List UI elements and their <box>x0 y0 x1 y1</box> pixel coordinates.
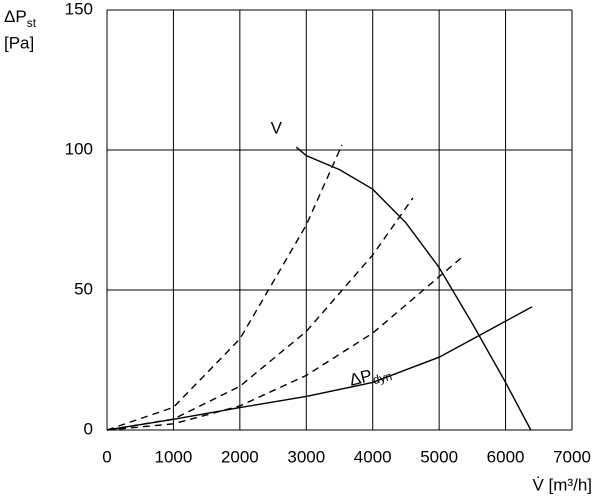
curve-label: ΔPdyn <box>347 362 393 393</box>
x-tick-label: 1000 <box>155 447 193 466</box>
dashed-curve <box>106 144 343 431</box>
x-tick-label: 5000 <box>420 447 458 466</box>
y-tick-label: 150 <box>65 0 93 18</box>
x-tick-label: 0 <box>102 447 111 466</box>
x-tick-label: 2000 <box>221 447 259 466</box>
y-label-sub: st <box>27 16 37 30</box>
x-tick-label: 3000 <box>287 447 325 466</box>
curve-label-main: ΔP <box>347 366 374 390</box>
x-tick-label: 4000 <box>354 447 392 466</box>
y-tick-label: 100 <box>65 139 93 158</box>
curve-label: V <box>271 119 283 138</box>
dashed-curve <box>106 257 462 431</box>
curve <box>295 146 532 431</box>
x-tick-label: 7000 <box>553 447 591 466</box>
y-label-main: ΔP <box>4 7 27 26</box>
x-axis-label: V̇ [m³/h] <box>532 475 592 494</box>
y-tick-label: 50 <box>74 279 93 298</box>
y-tick-label: 0 <box>84 419 93 438</box>
x-tick-label: 6000 <box>487 447 525 466</box>
curve <box>106 306 533 431</box>
curve-label-sub: dyn <box>371 369 393 387</box>
y-axis-label: ΔPst <box>4 7 37 30</box>
dashed-curve <box>106 197 414 431</box>
y-axis-unit: [Pa] <box>4 33 34 52</box>
